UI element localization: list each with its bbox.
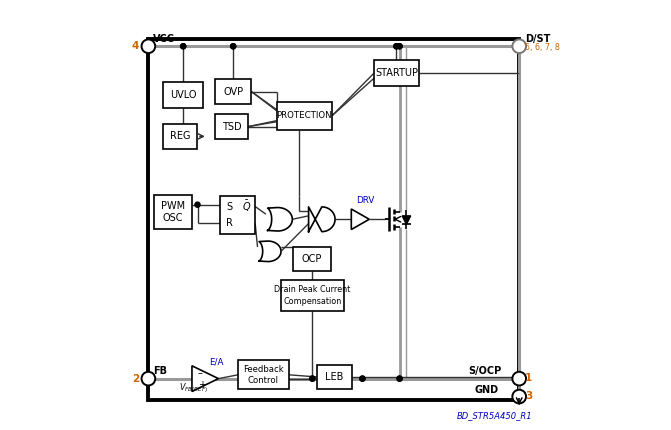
Text: 3: 3 [525, 391, 532, 401]
Circle shape [180, 44, 186, 49]
Text: 4: 4 [132, 41, 140, 51]
Circle shape [231, 44, 236, 49]
Text: S: S [226, 202, 232, 212]
Text: –: – [198, 369, 203, 378]
Text: 5, 6, 7, 8: 5, 6, 7, 8 [525, 43, 560, 52]
Text: Drain Peak Current: Drain Peak Current [274, 285, 350, 294]
Circle shape [310, 376, 315, 381]
FancyBboxPatch shape [215, 114, 248, 139]
Circle shape [142, 40, 155, 53]
Circle shape [397, 376, 402, 381]
FancyBboxPatch shape [163, 124, 197, 149]
Circle shape [231, 44, 236, 49]
Text: S/OCP: S/OCP [468, 366, 501, 376]
Text: PROTECTION: PROTECTION [276, 111, 332, 120]
Text: TSD: TSD [222, 122, 242, 132]
Circle shape [397, 376, 402, 381]
FancyBboxPatch shape [220, 196, 255, 234]
Text: OVP: OVP [223, 86, 244, 96]
FancyBboxPatch shape [148, 40, 519, 399]
Text: UVLO: UVLO [170, 90, 197, 100]
Polygon shape [268, 208, 293, 231]
Text: FB: FB [152, 366, 166, 376]
Text: +: + [198, 380, 206, 390]
Text: $\bar{Q}$: $\bar{Q}$ [242, 199, 251, 214]
Circle shape [394, 44, 399, 49]
Text: LEB: LEB [325, 372, 344, 382]
Text: E/A: E/A [209, 357, 223, 366]
Text: 2: 2 [132, 374, 139, 384]
Text: 1: 1 [525, 373, 532, 383]
Text: R: R [226, 218, 233, 228]
Circle shape [397, 44, 402, 49]
Text: Compensation: Compensation [283, 297, 342, 306]
Polygon shape [309, 207, 335, 232]
Text: BD_STR5A450_R1: BD_STR5A450_R1 [456, 411, 532, 420]
FancyBboxPatch shape [317, 365, 352, 389]
FancyBboxPatch shape [238, 360, 289, 389]
Text: OSC: OSC [163, 213, 183, 223]
Text: STARTUP: STARTUP [375, 68, 418, 78]
Text: $V_{FB(REF)}$: $V_{FB(REF)}$ [179, 381, 208, 395]
Polygon shape [352, 209, 369, 230]
Text: PWM: PWM [161, 201, 185, 211]
FancyBboxPatch shape [163, 82, 203, 108]
Text: Feedback: Feedback [243, 365, 284, 374]
Circle shape [360, 376, 365, 381]
Text: REG: REG [170, 132, 191, 141]
FancyBboxPatch shape [293, 247, 331, 271]
Circle shape [195, 202, 200, 207]
Circle shape [513, 372, 526, 385]
Text: OCP: OCP [302, 254, 322, 264]
Text: D/ST: D/ST [525, 34, 551, 43]
Circle shape [513, 390, 526, 403]
FancyBboxPatch shape [276, 102, 332, 129]
Text: DRV: DRV [356, 196, 374, 205]
Polygon shape [192, 366, 219, 391]
Text: GND: GND [474, 385, 499, 395]
Circle shape [142, 372, 155, 385]
FancyBboxPatch shape [154, 195, 193, 229]
Circle shape [394, 44, 399, 49]
Circle shape [360, 376, 365, 381]
FancyBboxPatch shape [374, 60, 419, 86]
Circle shape [180, 44, 186, 49]
Circle shape [310, 376, 315, 381]
Polygon shape [402, 216, 411, 224]
Circle shape [397, 44, 402, 49]
Text: Control: Control [248, 376, 278, 385]
FancyBboxPatch shape [215, 79, 252, 104]
FancyBboxPatch shape [281, 280, 344, 311]
Text: VCC: VCC [152, 34, 174, 43]
Polygon shape [259, 241, 281, 261]
Circle shape [513, 40, 526, 53]
